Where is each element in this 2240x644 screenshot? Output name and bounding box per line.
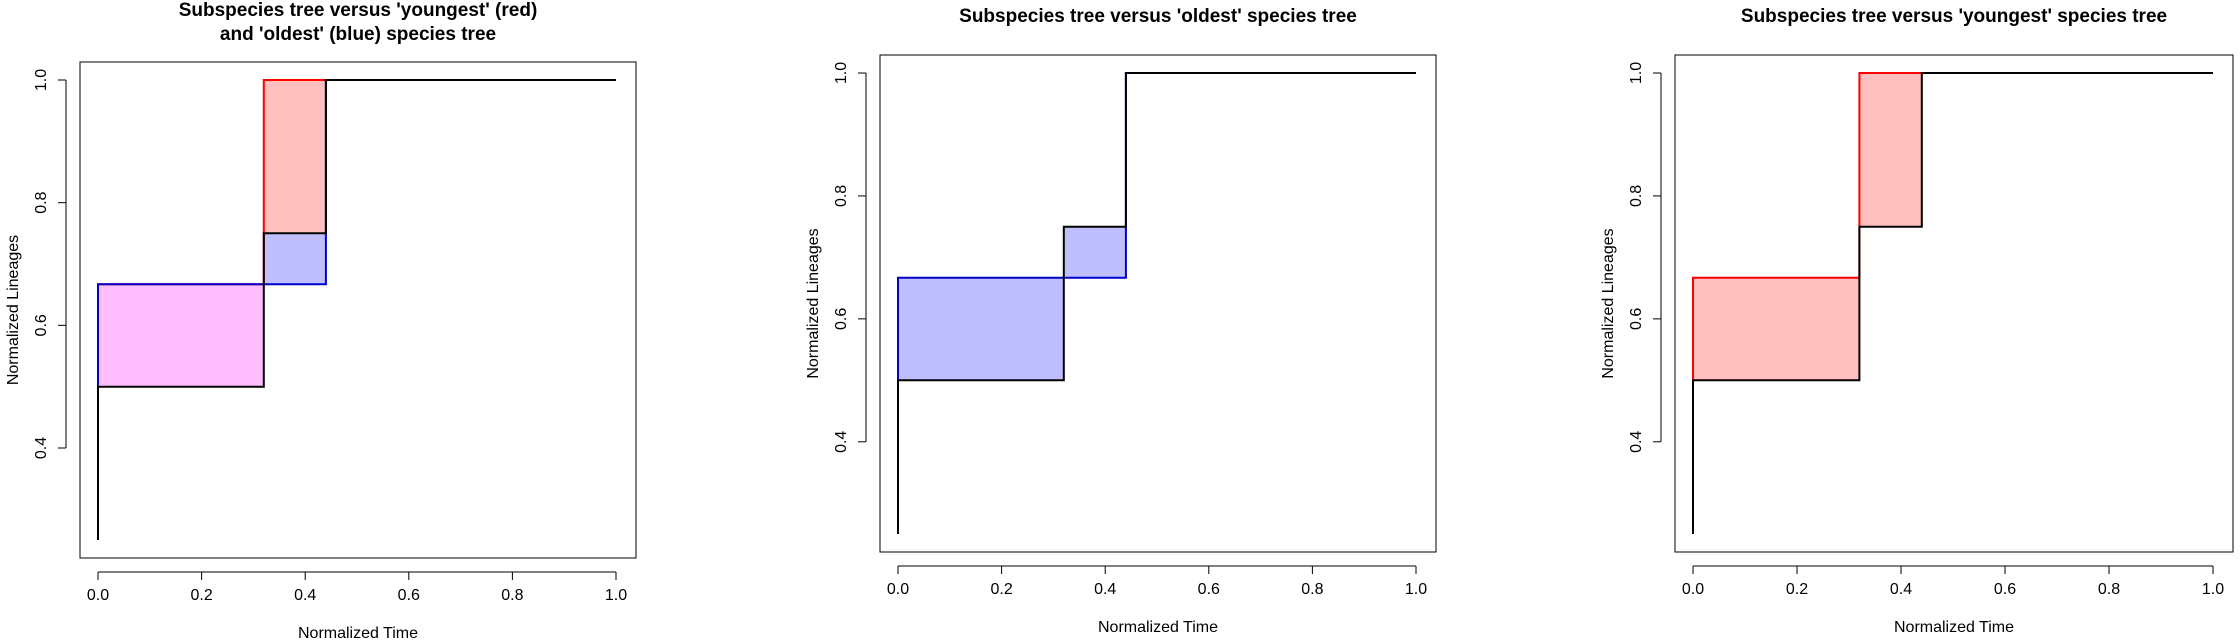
y-tick-label: 0.8 [33,191,50,213]
plot-frame [879,54,1437,553]
y-tick-label: 0.6 [1628,308,1645,330]
x-tick-label: 0.4 [294,587,316,604]
chart-1: Subspecies tree versus 'youngest' (red) a… [5,0,637,642]
chart-2: Subspecies tree versus 'oldest' species … [805,6,1437,636]
shaded-band [898,277,1064,381]
y-axis-label: Normalized Lineages [5,235,22,385]
y-tick-label: 1.0 [833,62,850,84]
y-axis-label: Normalized Lineages [1600,228,1617,378]
x-tick-label: 1.0 [1405,581,1427,598]
y-tick-label: 0.4 [833,431,850,453]
x-tick-label: 0.2 [190,587,212,604]
chart-title: Subspecies tree versus 'oldest' species … [959,6,1357,27]
chart-panel-3: Subspecies tree versus 'youngest' specie… [1580,0,2240,644]
series-line-subspecies [897,72,1416,534]
x-tick-label: 1.0 [2202,581,2224,598]
x-tick-label: 0.2 [990,581,1012,598]
y-tick-label: 1.0 [33,69,50,91]
x-tick-label: 1.0 [605,587,627,604]
chart-title: and 'oldest' (blue) species tree [220,24,496,45]
x-tick-label: 0.6 [1198,581,1220,598]
y-tick-label: 0.8 [833,185,850,207]
y-tick-label: 0.6 [833,308,850,330]
shaded-regions [898,226,1126,381]
shaded-band [263,80,326,234]
y-tick-label: 0.4 [33,437,50,459]
y-tick-label: 0.4 [1628,431,1645,453]
chart-title: Subspecies tree versus 'youngest' (red) [179,0,538,21]
x-tick-label: 0.0 [887,581,909,598]
y-axis-label: Normalized Lineages [805,228,822,378]
x-tick-label: 0.8 [2098,581,2120,598]
x-axis-label: Normalized Time [1894,619,2014,636]
x-tick-label: 0.2 [1786,581,1808,598]
x-axis-label: Normalized Time [1098,619,1218,636]
shaded-band [98,284,264,387]
series-line-oldest [97,79,616,490]
y-tick-label: 1.0 [1628,62,1645,84]
series-line-youngest [1692,72,2213,483]
y-tick-label: 0.6 [33,314,50,336]
series-line-subspecies [1692,72,2213,534]
plot-frame [79,61,637,559]
x-tick-label: 0.4 [1094,581,1116,598]
x-tick-label: 0.0 [1682,581,1704,598]
plot-frame [1674,54,2234,553]
series-line-oldest [897,72,1416,483]
shaded-band [1693,277,1860,381]
y-tick-label: 0.8 [1628,185,1645,207]
shaded-band [263,233,326,285]
x-tick-label: 0.4 [1890,581,1912,598]
x-tick-label: 0.6 [1994,581,2016,598]
chart-panel-1: Subspecies tree versus 'youngest' (red) a… [0,0,746,644]
chart-panel-2: Subspecies tree versus 'oldest' species … [800,0,1546,644]
shaded-regions [1693,73,1922,381]
series-line-subspecies [97,79,616,540]
shaded-band [1859,73,1922,227]
x-tick-label: 0.8 [501,587,523,604]
chart-title: Subspecies tree versus 'youngest' specie… [1741,6,2167,27]
x-tick-label: 0.0 [87,587,109,604]
chart-3: Subspecies tree versus 'youngest' specie… [1600,6,2234,636]
shaded-band [1063,226,1126,278]
shaded-regions [98,80,326,387]
x-tick-label: 0.8 [1301,581,1323,598]
x-axis-label: Normalized Time [298,625,418,642]
x-tick-label: 0.6 [398,587,420,604]
